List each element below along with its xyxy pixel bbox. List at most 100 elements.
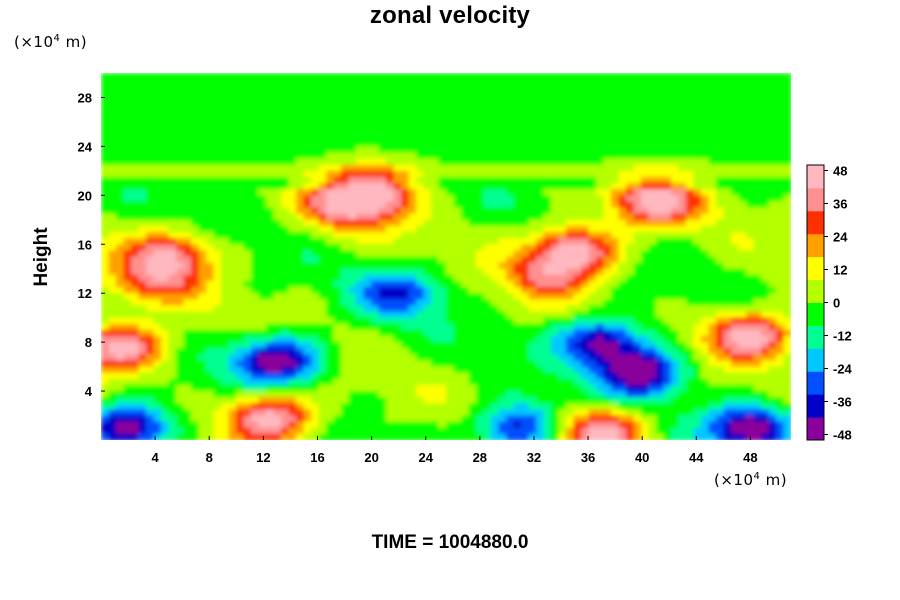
heatmap-cell <box>461 213 470 221</box>
heatmap-cell <box>138 378 147 386</box>
heatmap-cell <box>746 268 755 276</box>
heatmap-cell <box>311 366 320 374</box>
heatmap-cell <box>221 201 230 209</box>
heatmap-cell <box>498 219 507 227</box>
heatmap-cell <box>146 384 155 392</box>
heatmap-cell <box>588 189 597 197</box>
heatmap-cell <box>378 317 387 325</box>
heatmap-cell <box>753 219 762 227</box>
heatmap-cell <box>633 354 642 362</box>
heatmap-cell <box>123 109 132 117</box>
heatmap-cell <box>161 378 170 386</box>
heatmap-cell <box>761 384 770 392</box>
heatmap-cell <box>701 207 710 215</box>
heatmap-cell <box>281 262 290 270</box>
heatmap-cell <box>168 287 177 295</box>
heatmap-cell <box>723 268 732 276</box>
heatmap-cell <box>101 250 110 258</box>
heatmap-cell <box>348 354 357 362</box>
heatmap-cell <box>671 293 680 301</box>
heatmap-cell <box>386 360 395 368</box>
heatmap-cell <box>356 183 365 191</box>
heatmap-cell <box>311 256 320 264</box>
heatmap-cell <box>551 372 560 380</box>
heatmap-cell <box>258 128 267 136</box>
heatmap-cell <box>603 244 612 252</box>
heatmap-cell <box>416 232 425 240</box>
heatmap-cell <box>746 170 755 178</box>
heatmap-cell <box>686 164 695 172</box>
heatmap-cell <box>311 183 320 191</box>
heatmap-cell <box>183 287 192 295</box>
heatmap-cell <box>123 372 132 380</box>
heatmap-cell <box>296 274 305 282</box>
heatmap-cell <box>311 213 320 221</box>
heatmap-cell <box>303 250 312 258</box>
heatmap-cell <box>491 366 500 374</box>
heatmap-cell <box>393 287 402 295</box>
heatmap-cell <box>221 164 230 172</box>
heatmap-cell <box>348 146 357 154</box>
heatmap-cell <box>356 268 365 276</box>
heatmap-cell <box>318 268 327 276</box>
heatmap-cell <box>588 323 597 331</box>
heatmap-cell <box>191 311 200 319</box>
heatmap-cell <box>581 232 590 240</box>
heatmap-cell <box>183 366 192 374</box>
heatmap-cell <box>123 299 132 307</box>
heatmap-cell <box>236 195 245 203</box>
heatmap-cell <box>783 336 791 344</box>
heatmap-cell <box>588 207 597 215</box>
heatmap-cell <box>581 299 590 307</box>
heatmap-cell <box>566 250 575 258</box>
heatmap-cell <box>341 287 350 295</box>
heatmap-cell <box>371 225 380 233</box>
heatmap-cell <box>318 213 327 221</box>
heatmap-cell <box>288 158 297 166</box>
heatmap-cell <box>258 250 267 258</box>
heatmap-cell <box>296 170 305 178</box>
heatmap-cell <box>228 219 237 227</box>
heatmap-cell <box>371 232 380 240</box>
heatmap-cell <box>641 397 650 405</box>
heatmap-cell <box>558 354 567 362</box>
heatmap-cell <box>693 91 702 99</box>
heatmap-cell <box>648 329 657 337</box>
heatmap-cell <box>303 213 312 221</box>
heatmap-cell <box>116 360 125 368</box>
heatmap-cell <box>468 366 477 374</box>
heatmap-cell <box>498 176 507 184</box>
heatmap-cell <box>446 244 455 252</box>
heatmap-cell <box>146 134 155 142</box>
heatmap-cell <box>266 329 275 337</box>
heatmap-cell <box>311 354 320 362</box>
heatmap-cell <box>401 342 410 350</box>
heatmap-cell <box>333 140 342 148</box>
heatmap-cell <box>716 323 725 331</box>
heatmap-cell <box>641 280 650 288</box>
heatmap-cell <box>626 91 635 99</box>
heatmap-cell <box>206 103 215 111</box>
heatmap-cell <box>551 280 560 288</box>
heatmap-cell <box>273 329 282 337</box>
heatmap-cell <box>776 323 785 331</box>
heatmap-cell <box>536 378 545 386</box>
heatmap-cell <box>333 207 342 215</box>
heatmap-cell <box>198 384 207 392</box>
heatmap-cell <box>626 170 635 178</box>
heatmap-cell <box>161 384 170 392</box>
heatmap-cell <box>206 384 215 392</box>
heatmap-cell <box>671 378 680 386</box>
heatmap-cell <box>266 164 275 172</box>
heatmap-cell <box>633 115 642 123</box>
heatmap-cell <box>258 109 267 117</box>
heatmap-cell <box>476 146 485 154</box>
heatmap-cell <box>566 189 575 197</box>
heatmap-cell <box>236 164 245 172</box>
heatmap-cell <box>528 287 537 295</box>
heatmap-cell <box>341 372 350 380</box>
heatmap-cell <box>131 354 140 362</box>
heatmap-cell <box>273 348 282 356</box>
heatmap-cell <box>686 183 695 191</box>
heatmap-cell <box>671 274 680 282</box>
